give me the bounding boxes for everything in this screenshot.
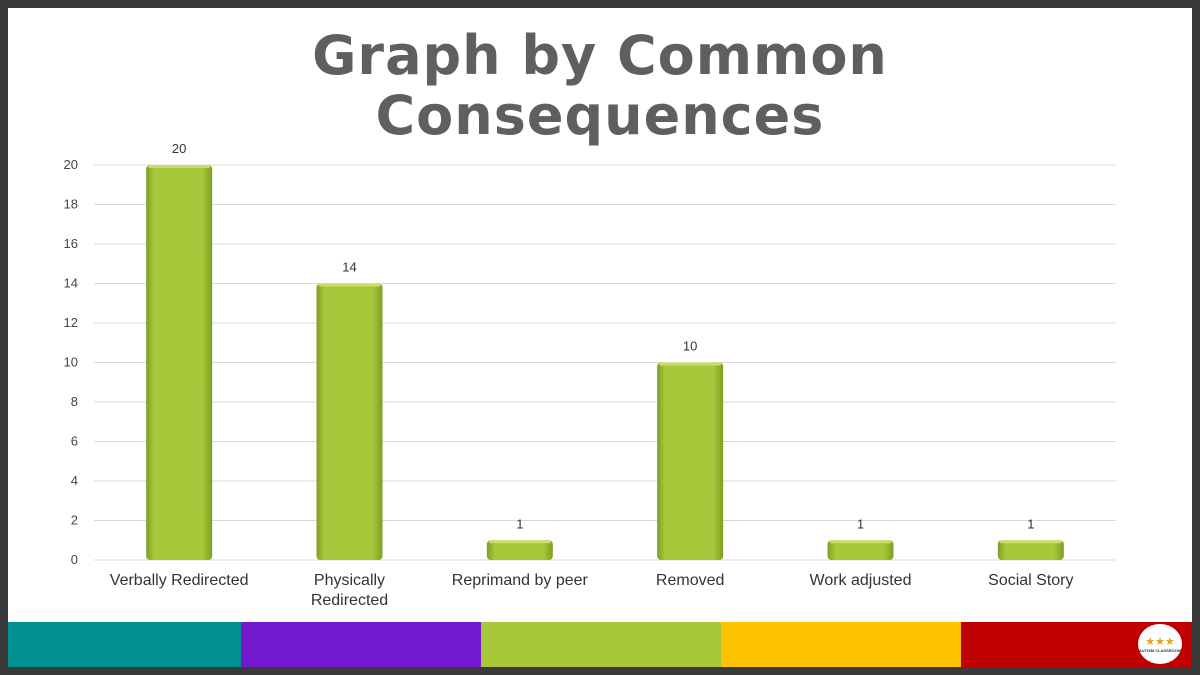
color-stripe-bar <box>8 622 1192 667</box>
chart-title: Graph by Common Consequences <box>8 26 1192 146</box>
bar <box>827 540 894 560</box>
y-tick-label: 14 <box>64 276 78 291</box>
bar <box>997 540 1064 560</box>
x-category-label: Verbally Redirected <box>110 572 249 589</box>
bar <box>146 165 213 560</box>
data-label: 1 <box>516 516 523 531</box>
bar <box>657 362 724 560</box>
bar <box>316 283 383 560</box>
data-label: 1 <box>1027 516 1034 531</box>
y-tick-label: 16 <box>64 236 78 251</box>
y-tick-label: 6 <box>71 434 78 449</box>
bar-top-highlight <box>148 165 211 168</box>
y-tick-label: 12 <box>64 315 78 330</box>
x-category-label: Physically <box>314 572 385 589</box>
bar-chart: 0 2 4 6 8 10 12 14 16 18 20 20 Verbally Redirected 14… <box>64 141 1116 609</box>
slide: Graph by Common Consequences 0 2 4 6 8 10 12 14… <box>8 8 1192 667</box>
data-label: 1 <box>857 516 864 531</box>
y-tick-label: 10 <box>64 355 78 370</box>
chart-title-line-2: Consequences <box>375 84 825 147</box>
autism-classroom-logo: ★★★ AUTISM CLASSROOM <box>1138 624 1182 664</box>
logo-text: AUTISM CLASSROOM <box>1138 647 1182 653</box>
x-category-label: Redirected <box>311 592 388 609</box>
data-label: 14 <box>342 260 356 275</box>
y-tick-label: 2 <box>71 513 78 528</box>
y-tick-label: 4 <box>71 473 78 488</box>
data-label: 20 <box>172 141 186 156</box>
bar-top-highlight <box>318 283 381 287</box>
color-stripe <box>721 622 961 667</box>
bar-top-highlight <box>829 540 892 544</box>
chart-title-line-1: Graph by Common <box>312 24 888 87</box>
x-category-label: Removed <box>656 572 724 589</box>
color-stripe <box>481 622 721 667</box>
x-category-label: Reprimand by peer <box>452 572 589 589</box>
x-category-label: Work adjusted <box>810 572 912 589</box>
bar-top-highlight <box>488 540 551 544</box>
y-tick-label: 20 <box>64 157 78 172</box>
stars-icon: ★★★ <box>1145 634 1175 648</box>
color-stripe <box>241 622 481 667</box>
bar-top-highlight <box>659 362 722 366</box>
color-stripe <box>8 622 241 667</box>
bar <box>486 540 553 560</box>
y-tick-label: 8 <box>71 394 78 409</box>
x-category-label: Social Story <box>988 572 1073 589</box>
data-label: 10 <box>683 339 697 354</box>
bar-top-highlight <box>999 540 1062 544</box>
y-tick-label: 0 <box>71 552 78 567</box>
y-tick-label: 18 <box>64 197 78 212</box>
